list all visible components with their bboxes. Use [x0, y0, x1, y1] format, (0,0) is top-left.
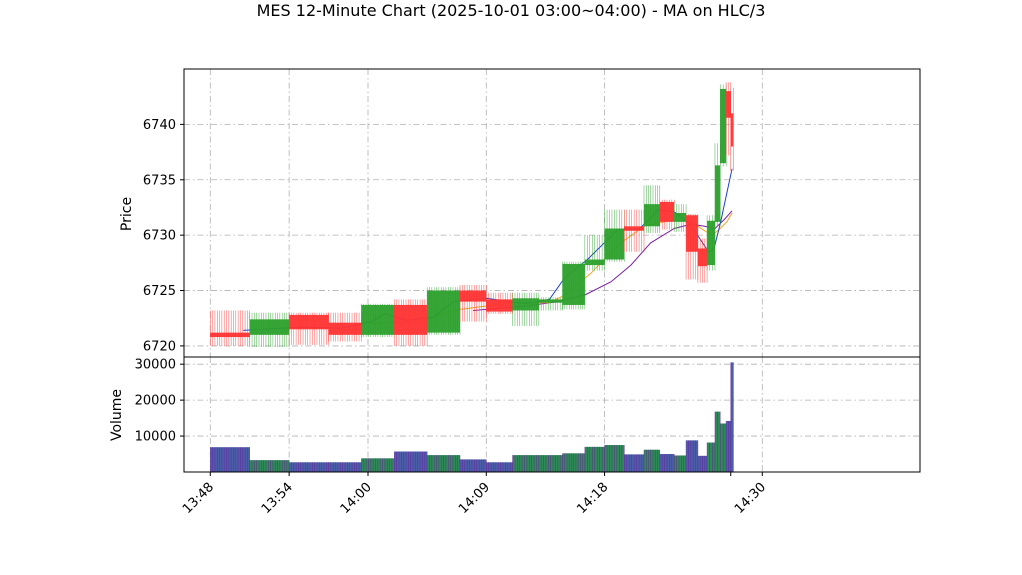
volume-bar — [659, 454, 675, 472]
volume-bar — [643, 449, 661, 472]
volume-bar — [538, 455, 563, 472]
candle — [328, 312, 362, 342]
price-tick-label: 6740 — [143, 118, 176, 133]
volume-panel-frame — [183, 356, 921, 473]
candle-body — [604, 228, 625, 260]
candle-body — [659, 201, 675, 222]
volume-bar-fill — [512, 455, 539, 472]
candle-body — [210, 332, 250, 338]
candle-body — [460, 290, 487, 302]
candle-body — [328, 322, 362, 335]
volume-bar — [512, 455, 540, 472]
price-tick-label: 6720 — [143, 339, 176, 354]
volume-bar-fill — [460, 459, 487, 472]
candle — [643, 185, 661, 233]
volume-bar-fill — [249, 460, 290, 472]
candle — [459, 285, 487, 322]
candle-body — [584, 259, 605, 266]
candle — [730, 87, 734, 171]
price-axis-ticks: 6720 6725 6730 6735 6740 — [143, 118, 184, 354]
volume-panel: 10000 20000 30000 Volume — [109, 356, 921, 473]
volume-bar — [719, 423, 727, 472]
volume-axis-label: Volume — [109, 389, 125, 441]
candle — [697, 238, 708, 283]
candle — [706, 215, 716, 271]
price-tick-label: 6730 — [143, 229, 176, 244]
candle — [361, 303, 395, 338]
candle-body — [394, 304, 428, 335]
candle-body — [538, 299, 563, 303]
volume-bar — [584, 446, 605, 472]
volume-bar — [730, 362, 734, 472]
candle-body — [512, 298, 539, 311]
candle-body — [486, 299, 513, 312]
candle-body — [562, 263, 585, 305]
candle-body — [686, 215, 698, 252]
candle — [719, 84, 727, 167]
volume-bar — [459, 459, 487, 472]
volume-bar-fill — [210, 447, 250, 472]
candle-body — [674, 213, 687, 222]
volume-bar — [426, 455, 461, 472]
candle — [538, 297, 563, 311]
volume-bar — [673, 455, 687, 472]
volume-bar — [697, 455, 708, 472]
volume-bar — [604, 445, 625, 472]
volume-bars — [209, 362, 734, 472]
candle-body — [714, 165, 721, 222]
volume-bar — [562, 453, 586, 472]
volume-bar — [393, 451, 428, 472]
volume-bar-fill — [289, 462, 329, 472]
volume-bar — [249, 460, 290, 472]
volume-bar — [623, 454, 645, 472]
volume-tick-label: 20000 — [135, 394, 176, 409]
candle-body — [707, 220, 715, 266]
volume-bar-fill — [486, 462, 513, 472]
volume-bar-fill — [707, 442, 715, 472]
candle — [426, 287, 461, 335]
candle-body — [624, 226, 644, 231]
price-panel: 6720 6725 6730 6735 6740 Price — [119, 68, 921, 358]
price-tick-label: 6735 — [143, 173, 176, 188]
candle — [659, 199, 675, 230]
chart-title: MES 12-Minute Chart (2025-10-01 03:00~04… — [257, 1, 766, 20]
candle-body — [644, 204, 660, 227]
volume-bar-fill — [686, 440, 698, 472]
volume-bar — [209, 447, 251, 472]
candle-body — [249, 319, 290, 335]
volume-bar-fill — [674, 455, 687, 472]
candles — [210, 82, 734, 348]
volume-bar — [725, 420, 732, 472]
candle-body — [726, 91, 731, 118]
candle-body — [697, 248, 708, 267]
volume-bar — [685, 440, 699, 472]
price-axis-label: Price — [119, 197, 135, 231]
volume-bar-fill — [644, 449, 660, 472]
volume-bar — [714, 411, 721, 472]
candle-body — [289, 314, 329, 330]
candle — [210, 310, 250, 346]
volume-tick-label: 10000 — [135, 430, 176, 445]
candle — [512, 292, 540, 326]
candle-body — [361, 304, 395, 335]
volume-bar — [288, 462, 329, 472]
volume-tick-label: 30000 — [135, 358, 176, 373]
volume-bar-fill — [730, 362, 734, 472]
volume-bar — [485, 462, 513, 472]
candle — [486, 292, 513, 314]
volume-bar — [361, 458, 395, 472]
candle — [562, 261, 586, 310]
candle-body — [427, 290, 460, 333]
candle-body — [730, 113, 734, 147]
candle — [394, 299, 428, 346]
volume-bar — [706, 442, 716, 472]
price-tick-label: 6725 — [143, 284, 176, 299]
candle-body — [720, 88, 727, 164]
volume-bar — [328, 462, 362, 472]
volume-axis-ticks: 10000 20000 30000 — [135, 358, 184, 445]
